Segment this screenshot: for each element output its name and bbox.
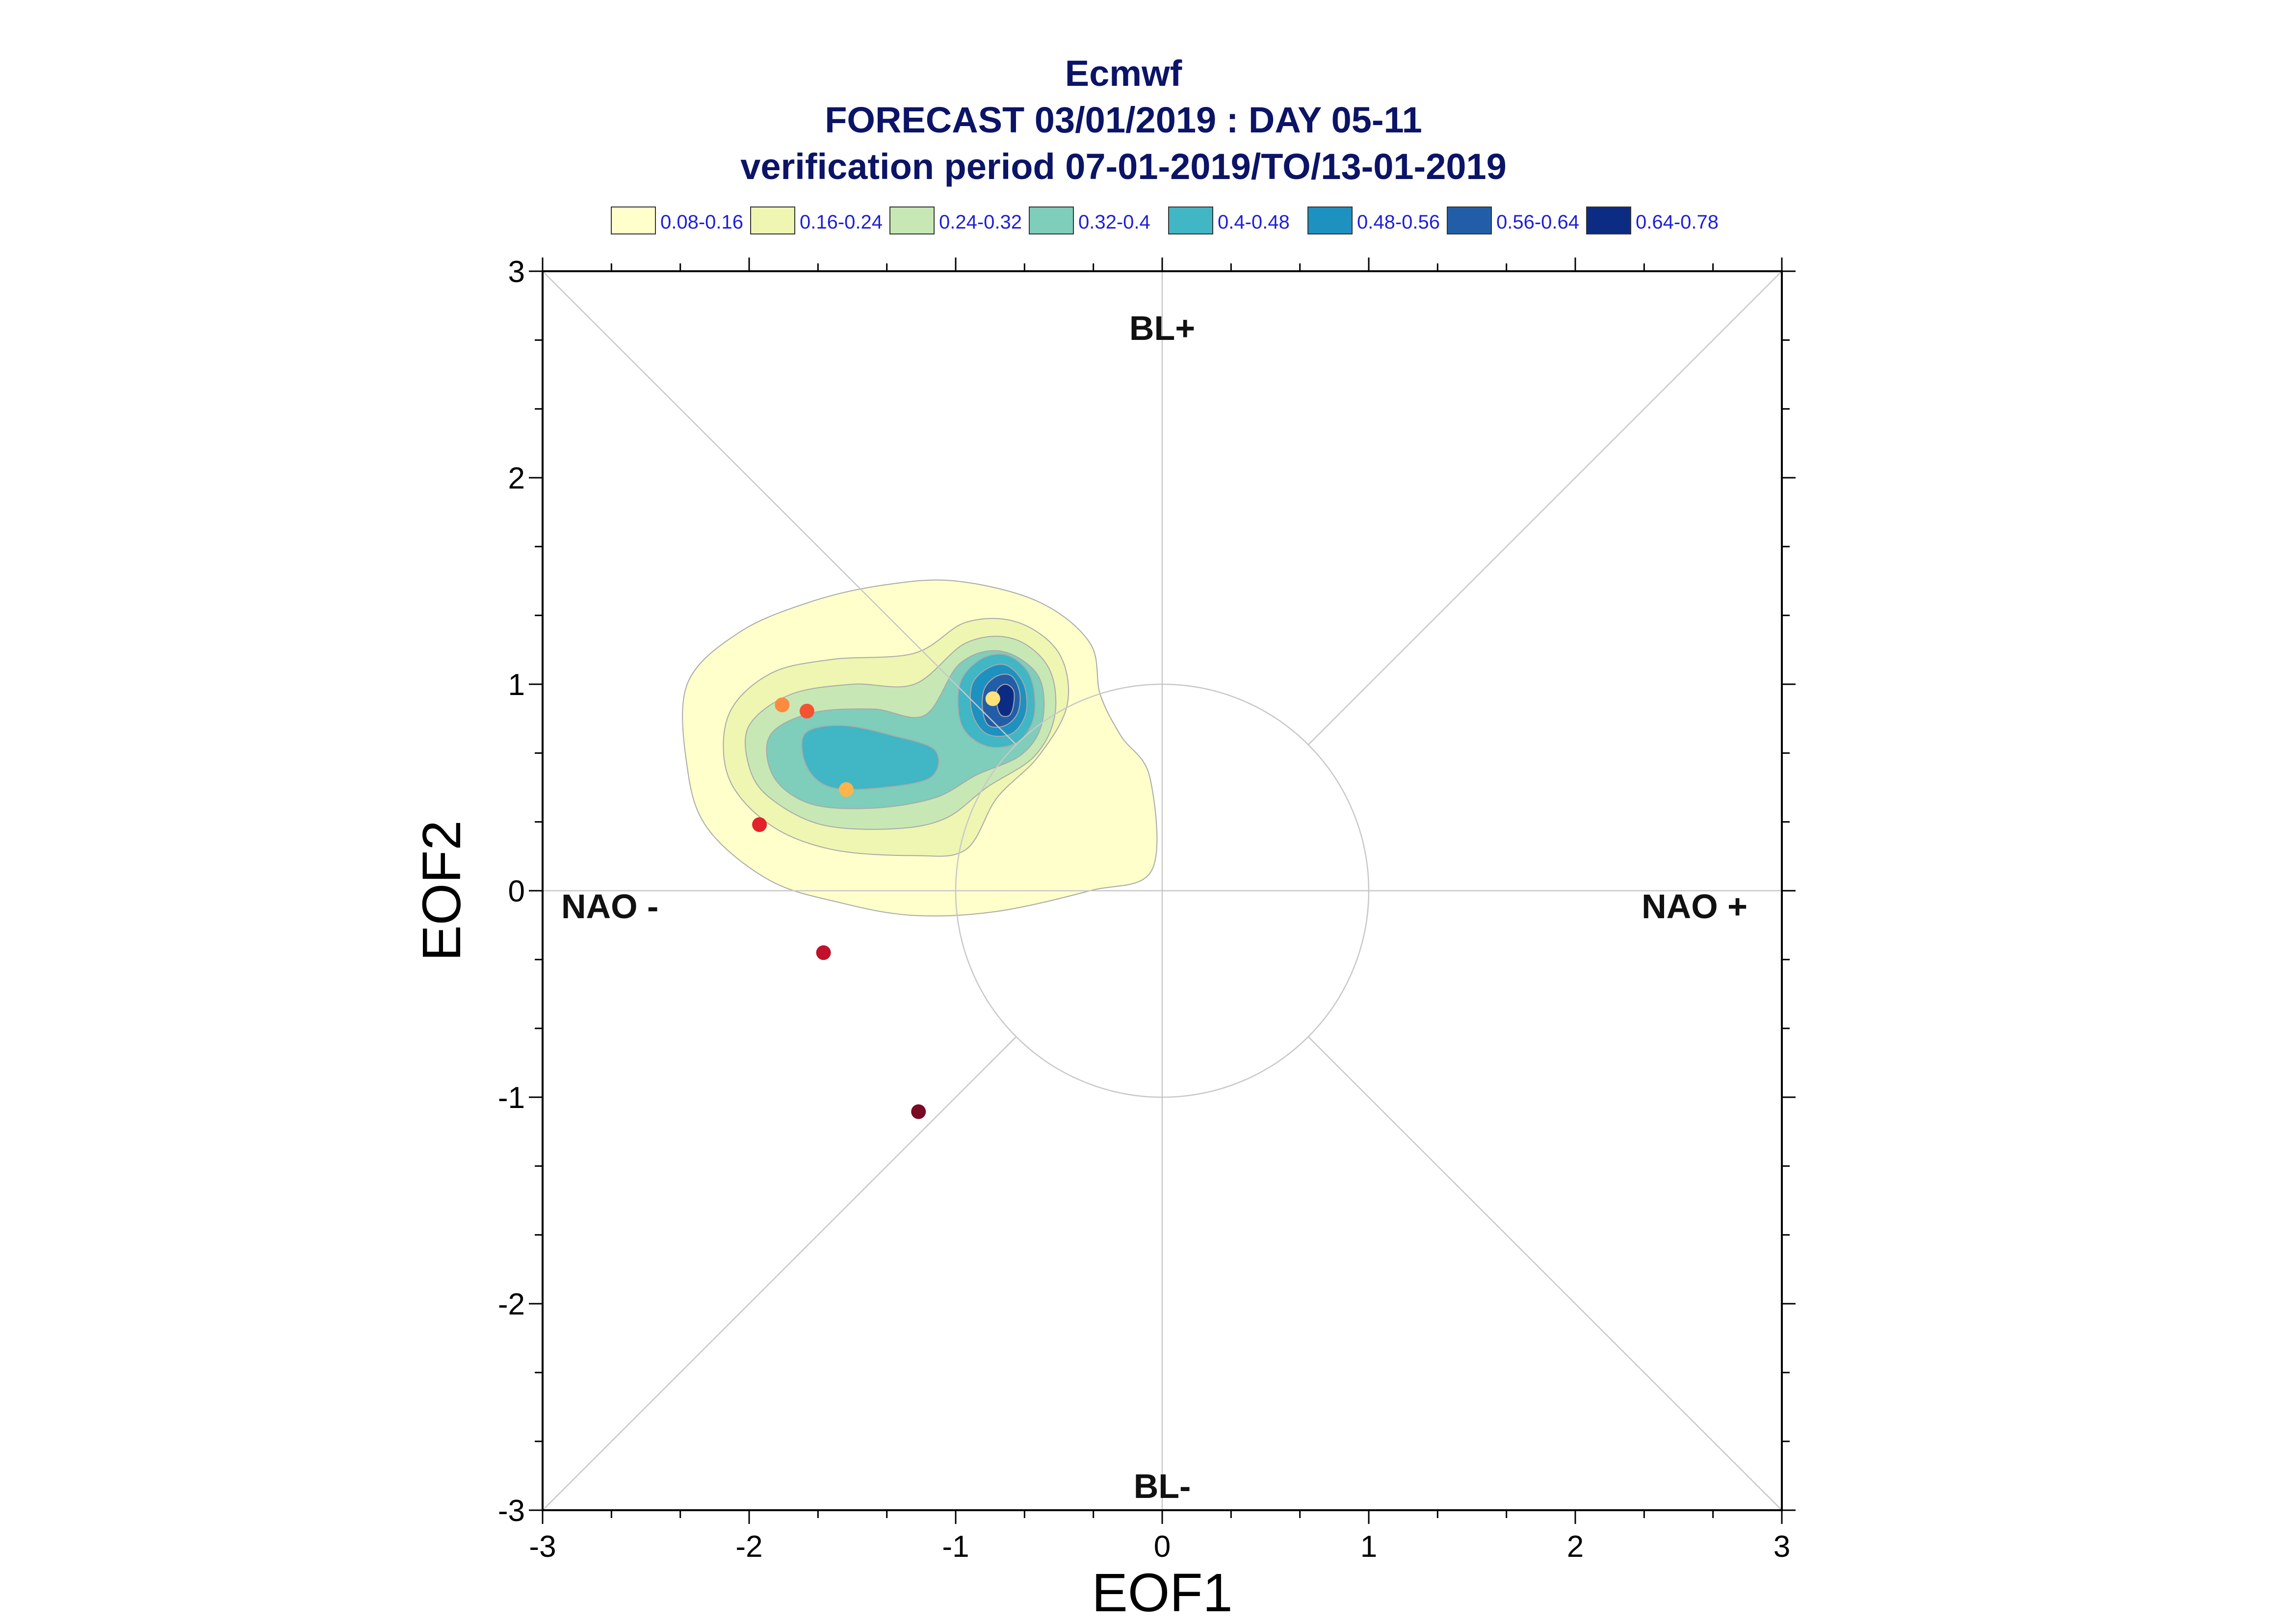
scatter-point-2 (775, 697, 790, 713)
chart-title-line-3: verification period 07-01-2019/TO/13-01-… (740, 146, 1507, 187)
reference-guides (542, 271, 1782, 1511)
legend: 0.08-0.16 0.16-0.24 0.24-0.32 0.32-0.4 0.4-0… (611, 206, 1719, 234)
scatter-point-6 (911, 1104, 926, 1119)
y-tick-label: 2 (508, 462, 525, 495)
x-tick-label: -3 (529, 1530, 556, 1564)
legend-label: 0.16-0.24 (800, 211, 883, 233)
legend-label: 0.32-0.4 (1078, 211, 1150, 233)
diagonal-line-se (1307, 1036, 1782, 1511)
regime-label-bottom: BL- (1134, 1467, 1191, 1505)
legend-swatch (1029, 206, 1074, 234)
regime-label-top: BL+ (1129, 309, 1195, 347)
y-tick-label: -2 (498, 1288, 525, 1321)
density-contour-4 (801, 725, 939, 790)
scatter-point-4 (752, 817, 767, 832)
legend-swatch (1586, 206, 1631, 234)
legend-label: 0.4-0.48 (1218, 211, 1290, 233)
x-axis-title: EOF1 (1092, 1563, 1232, 1623)
diagonal-line-ne (1307, 271, 1782, 746)
y-tick-label: 3 (508, 255, 525, 289)
regime-label-right: NAO + (1642, 887, 1747, 926)
diagonal-line-nw (542, 271, 1017, 746)
unit-circle (955, 683, 1370, 1098)
x-tick-label: 3 (1773, 1530, 1790, 1564)
legend-label: 0.64-0.78 (1636, 211, 1719, 233)
scatter-point-3 (799, 703, 814, 719)
legend-swatch (1307, 206, 1353, 234)
y-tick-label: 0 (508, 875, 525, 908)
legend-swatch (750, 206, 795, 234)
legend-swatch (889, 206, 935, 234)
y-axis-title: EOF2 (412, 820, 472, 961)
scatter-point-1 (838, 782, 854, 797)
legend-label: 0.08-0.16 (660, 211, 743, 233)
x-tick-label: -2 (735, 1530, 762, 1564)
density-contour-8 (995, 683, 1015, 717)
y-tick-label: -3 (498, 1494, 525, 1528)
x-tick-label: -1 (942, 1530, 969, 1564)
x-tick-label: 0 (1154, 1530, 1171, 1564)
x-tick-label: 1 (1360, 1530, 1377, 1564)
chart-title-line-2: FORECAST 03/01/2019 : DAY 05-11 (825, 100, 1422, 140)
scatter-point-0 (985, 691, 1000, 706)
legend-label: 0.56-0.64 (1496, 211, 1579, 233)
legend-label: 0.24-0.32 (939, 211, 1022, 233)
axis-tick-labels: -3 -2 -1 0 1 2 3 -3 -2 -1 0 1 2 3 (498, 255, 1790, 1564)
y-tick-label: 1 (508, 668, 525, 702)
diagonal-line-sw (542, 1036, 1017, 1511)
scatter-point-5 (816, 945, 831, 960)
x-tick-label: 2 (1567, 1530, 1584, 1564)
legend-swatch (1168, 206, 1213, 234)
chart-title-line-1: Ecmwf (1065, 53, 1182, 94)
axis-ticks (529, 258, 1796, 1524)
legend-swatch (1447, 206, 1492, 234)
y-tick-label: -1 (498, 1081, 525, 1115)
scatter-points (752, 691, 1000, 1119)
regime-labels: BL+ BL- NAO - NAO + (561, 309, 1747, 1505)
legend-label: 0.48-0.56 (1357, 211, 1440, 233)
legend-swatch (611, 206, 656, 234)
regime-label-left: NAO - (561, 887, 658, 926)
